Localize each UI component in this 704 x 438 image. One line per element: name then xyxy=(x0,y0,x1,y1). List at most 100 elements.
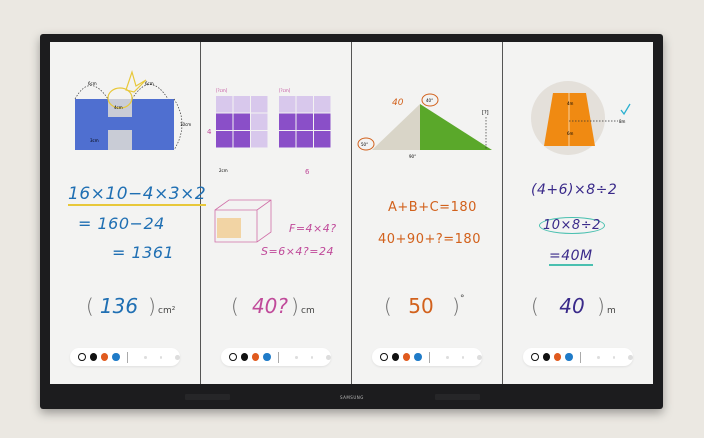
label: [?cm] xyxy=(279,88,291,93)
pen-color-blue[interactable] xyxy=(112,353,120,361)
pen-color-white[interactable] xyxy=(78,353,86,361)
answer-unit: ° xyxy=(460,294,465,304)
pen-color-black[interactable] xyxy=(391,353,399,361)
tool-icon[interactable] xyxy=(445,355,449,359)
brand-logo: SAMSUNG xyxy=(340,395,364,400)
pen-toolbar xyxy=(221,348,331,366)
grid-cell xyxy=(216,113,233,130)
grid-cell xyxy=(314,96,331,113)
grid-cell xyxy=(251,96,268,113)
pen-color-orange[interactable] xyxy=(252,353,260,361)
answer-value: 136 xyxy=(99,294,139,318)
label: [?cm] xyxy=(216,88,228,93)
pen-toolbar xyxy=(523,348,633,366)
tool-icon[interactable] xyxy=(175,354,180,360)
grid-cell xyxy=(314,131,331,148)
h-shape-figure: 6cm 6cm 4cm 10cm 3cm xyxy=(74,69,191,151)
pen-color-blue[interactable] xyxy=(414,353,422,361)
equation-line-1: F=4×4? xyxy=(289,222,337,235)
equation-line-1: (4+6)×8÷2 xyxy=(531,182,618,198)
pen-color-white[interactable] xyxy=(531,353,539,361)
tool-icon[interactable] xyxy=(159,355,163,359)
pen-color-orange[interactable] xyxy=(101,353,109,361)
label: 10cm xyxy=(180,122,191,127)
grid-cell xyxy=(279,131,296,148)
grid-cell xyxy=(314,113,331,130)
label: 6 xyxy=(305,168,310,176)
divider xyxy=(428,351,430,363)
pen-color-blue[interactable] xyxy=(263,353,271,361)
grid-cell xyxy=(233,96,250,113)
triangle-figure: 50° 40° 40 [?] 90° xyxy=(357,93,492,159)
equation-line-1: A+B+C=180 xyxy=(388,200,477,215)
tool-icon[interactable] xyxy=(294,355,298,359)
pen-toolbar xyxy=(372,348,482,366)
grid-cell xyxy=(251,131,268,148)
tool-icon[interactable] xyxy=(143,355,147,359)
pen-color-black[interactable] xyxy=(542,353,550,361)
pen-color-orange[interactable] xyxy=(554,353,562,361)
pen-color-black[interactable] xyxy=(89,353,97,361)
answer-box[interactable]: ( 136 ) cm² xyxy=(50,292,200,322)
tool-icon[interactable] xyxy=(326,354,331,360)
grid-cell xyxy=(251,113,268,130)
speaker-grille xyxy=(185,394,230,400)
answer-unit: cm xyxy=(301,306,315,316)
grid-cell xyxy=(296,113,313,130)
pen-color-black[interactable] xyxy=(240,353,248,361)
grid-cell xyxy=(233,113,250,130)
grid-cell xyxy=(296,96,313,113)
grid-cell xyxy=(296,131,313,148)
answer-value: 50 xyxy=(408,294,434,318)
trapezoid-figure: 4m 6m 8m xyxy=(531,81,631,155)
grid-cell xyxy=(279,113,296,130)
tool-icon[interactable] xyxy=(596,355,600,359)
label: 3cm xyxy=(90,138,99,143)
divider xyxy=(126,351,128,363)
label: 40 xyxy=(392,98,404,108)
equation-line-2: S=6×4?=24 xyxy=(261,245,334,258)
label: 50° xyxy=(361,142,368,147)
answer-box[interactable]: ( 40? ) cm xyxy=(201,292,351,322)
answer-box[interactable]: ( 40 ) m xyxy=(503,292,653,322)
pen-color-white[interactable] xyxy=(380,353,388,361)
interactive-display: 6cm 6cm 4cm 10cm 3cm 16×10−4×3×2 = 160−2… xyxy=(40,34,663,409)
pen-color-white[interactable] xyxy=(229,353,237,361)
panel-trapezoid[interactable]: 4m 6m 8m (4+6)×8÷2 10×8÷2 =40M ( 40 ) m xyxy=(503,42,653,384)
label: 2cm xyxy=(219,168,228,173)
answer-value: 40 xyxy=(559,294,585,318)
equation-line-2: 10×8÷2 xyxy=(539,217,605,234)
label: 40° xyxy=(426,98,433,103)
equation-line-2: = 160−24 xyxy=(78,214,165,233)
label: 6m xyxy=(567,131,574,136)
grid-and-cube-figure: [?cm] [?cm] 4 2cm 6 xyxy=(207,88,331,243)
divider xyxy=(579,351,581,363)
grid-cell xyxy=(233,131,250,148)
label: 6cm xyxy=(145,81,154,86)
pen-toolbar xyxy=(70,348,180,366)
equation-line-2: 40+90+?=180 xyxy=(378,232,481,247)
pen-color-orange[interactable] xyxy=(403,353,411,361)
tool-icon[interactable] xyxy=(310,355,314,359)
equation-line-3: = 1361 xyxy=(112,243,175,262)
label: 4m xyxy=(567,101,574,106)
tool-icon[interactable] xyxy=(477,354,482,360)
panel-angles[interactable]: 50° 40° 40 [?] 90° A+B+C=180 40+90+?=180… xyxy=(352,42,503,384)
pen-color-blue[interactable] xyxy=(565,353,573,361)
screen: 6cm 6cm 4cm 10cm 3cm 16×10−4×3×2 = 160−2… xyxy=(50,42,653,384)
divider xyxy=(277,351,279,363)
answer-box[interactable]: ( 50 ) ° xyxy=(352,292,502,322)
tool-icon[interactable] xyxy=(628,354,633,360)
panel-area[interactable]: 6cm 6cm 4cm 10cm 3cm 16×10−4×3×2 = 160−2… xyxy=(50,42,207,384)
label: [?] xyxy=(482,110,489,116)
answer-unit: cm² xyxy=(158,306,176,316)
panel-volume[interactable]: [?cm] [?cm] 4 2cm 6 F=4×4? S=6×4?=24 ( 4… xyxy=(201,42,352,384)
label: 8m xyxy=(619,119,626,124)
grid-cell xyxy=(216,131,233,148)
tool-icon[interactable] xyxy=(461,355,465,359)
answer-unit: m xyxy=(607,306,616,316)
answer-value: 40? xyxy=(251,294,289,318)
equation-line-1: 16×10−4×3×2 xyxy=(68,184,207,206)
tool-icon[interactable] xyxy=(612,355,616,359)
label: 4 xyxy=(207,128,212,136)
